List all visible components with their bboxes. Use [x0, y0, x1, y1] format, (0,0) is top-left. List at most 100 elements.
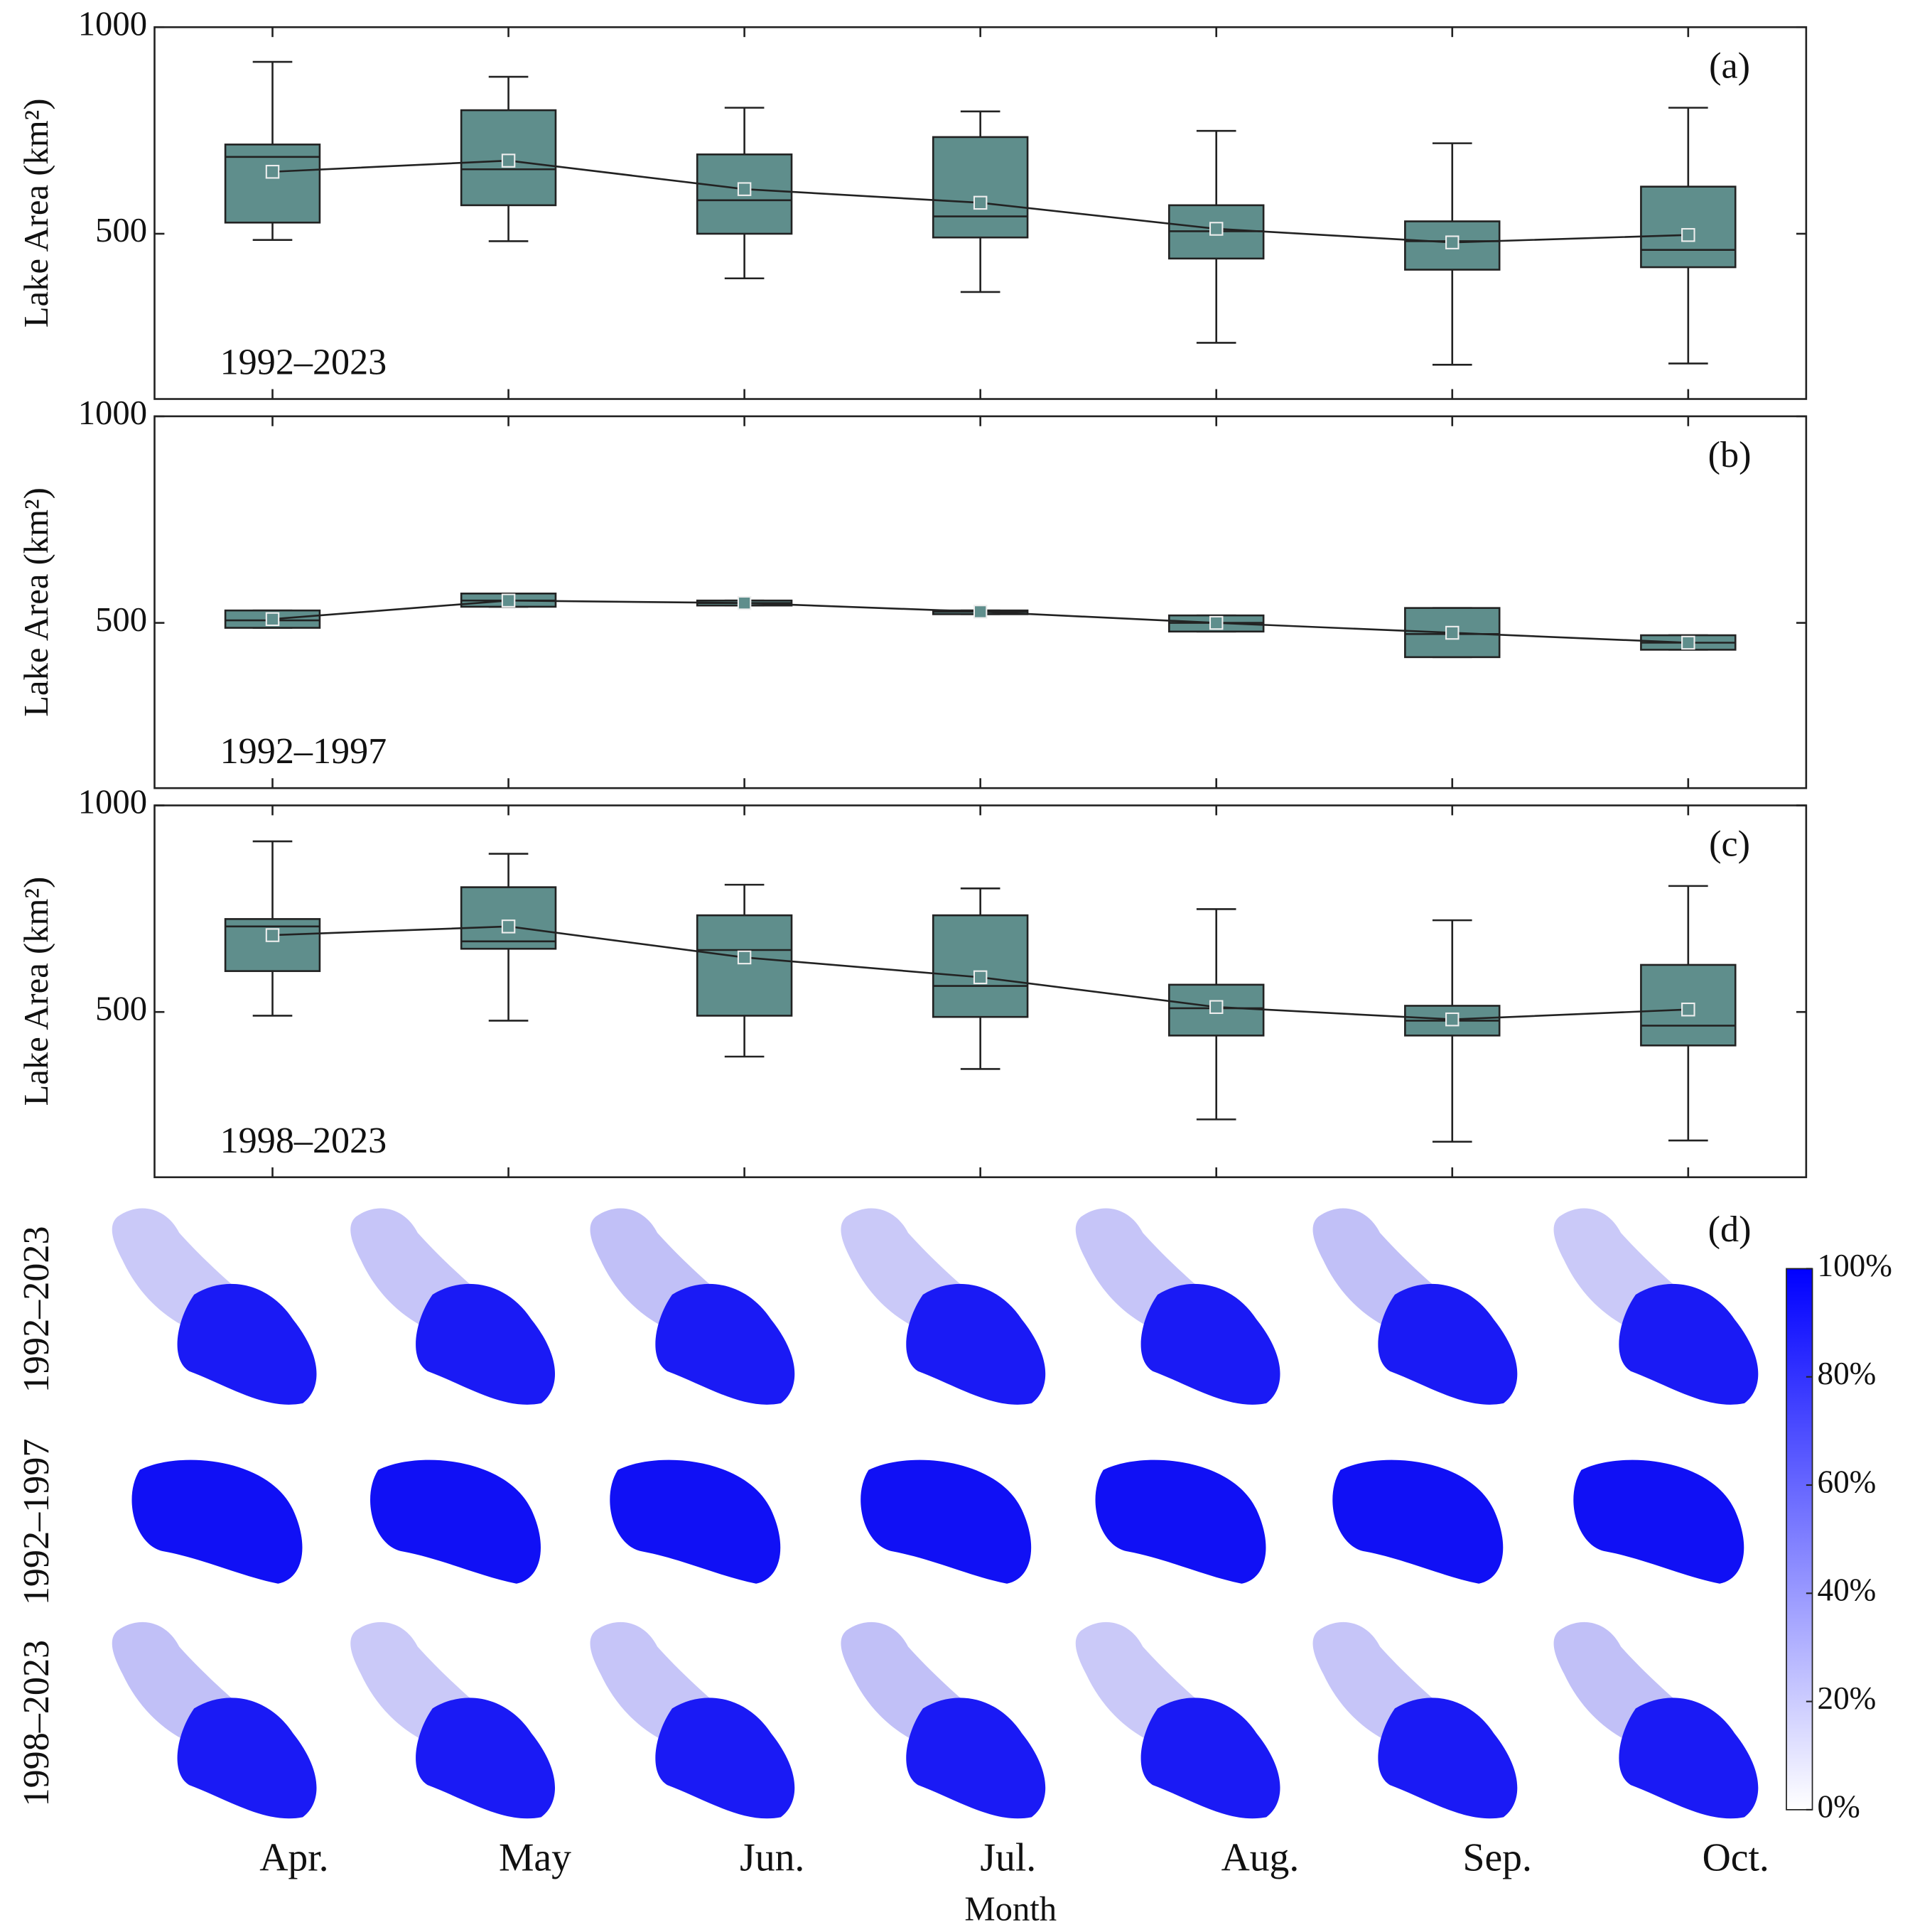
colorbar-tick-label: 40%: [1817, 1572, 1876, 1608]
box: [1640, 185, 1737, 269]
colorbar-tick-label: 20%: [1817, 1680, 1876, 1716]
box: [932, 136, 1029, 239]
box: [460, 886, 557, 950]
mean-marker: [265, 928, 280, 942]
plot-frame: [153, 415, 1808, 789]
lake-map: [861, 1459, 1032, 1584]
panel-label: (a): [1709, 45, 1750, 86]
lake-shape: [416, 1698, 556, 1819]
lake-shape: [1332, 1459, 1504, 1584]
y-axis-label: Lake Area (km²): [17, 99, 55, 328]
y-tick-label: 1000: [78, 783, 147, 821]
y-tick-label: 500: [95, 211, 147, 249]
lake-shape: [610, 1459, 781, 1584]
lake-map: [1553, 1208, 1759, 1405]
mean-marker: [1445, 1012, 1460, 1027]
x-tick-label: Oct.: [1703, 1836, 1769, 1880]
lake-map: [1573, 1459, 1744, 1584]
x-tick-label: Jul.: [980, 1836, 1036, 1880]
lake-map: [1553, 1621, 1759, 1819]
box: [932, 914, 1029, 1018]
lake-shape: [655, 1283, 795, 1405]
lake-map: [112, 1208, 317, 1405]
colorbar-tick-label: 60%: [1817, 1464, 1876, 1499]
row-label: 1998–2023: [16, 1640, 57, 1807]
box: [1404, 607, 1501, 659]
mean-marker: [265, 612, 280, 627]
lake-shape: [906, 1698, 1046, 1819]
x-tick-label: Apr.: [259, 1836, 328, 1880]
lake-shape: [1573, 1459, 1744, 1584]
mean-marker: [1209, 222, 1224, 236]
mean-marker: [1445, 625, 1460, 640]
lake-shape: [1140, 1283, 1280, 1405]
mean-marker: [1681, 1002, 1695, 1017]
y-tick-label: 500: [95, 989, 147, 1027]
mean-marker: [265, 165, 280, 179]
lake-map: [590, 1621, 795, 1819]
mean-marker: [973, 605, 988, 619]
lake-shape: [370, 1459, 541, 1584]
lake-map: [350, 1208, 556, 1405]
lake-map: [1312, 1208, 1518, 1405]
panel-label: (d): [1708, 1209, 1752, 1250]
lake-map: [350, 1621, 556, 1819]
lake-shape: [131, 1459, 303, 1584]
colorbar-tick-label: 80%: [1817, 1356, 1876, 1391]
mean-marker: [973, 970, 988, 985]
y-tick-label: 500: [95, 600, 147, 639]
mean-marker: [501, 593, 516, 608]
mean-marker: [973, 195, 988, 210]
lake-shape: [1619, 1283, 1759, 1405]
lake-shape: [861, 1459, 1032, 1584]
lake-shape: [655, 1698, 795, 1819]
box: [224, 918, 321, 972]
lake-map: [1312, 1621, 1518, 1819]
mean-marker: [1681, 635, 1695, 650]
lake-map: [112, 1621, 317, 1819]
lake-shape: [1378, 1283, 1518, 1405]
lake-shape: [1619, 1698, 1759, 1819]
mean-marker: [1209, 1000, 1224, 1014]
lake-map: [1095, 1459, 1266, 1584]
lake-shape: [1140, 1698, 1280, 1819]
mean-marker: [737, 950, 752, 965]
colorbar: [1786, 1268, 1813, 1810]
lake-shape: [906, 1283, 1046, 1405]
lake-shape: [1095, 1459, 1266, 1584]
colorbar-tick-label: 0%: [1817, 1788, 1860, 1824]
lake-shape: [177, 1698, 317, 1819]
y-axis-label: Lake Area (km²): [17, 877, 55, 1106]
lake-map: [1332, 1459, 1504, 1584]
x-tick-label: Aug.: [1221, 1836, 1300, 1880]
box: [1167, 983, 1265, 1037]
x-axis-label: Month: [964, 1889, 1057, 1928]
period-annotation: 1992–2023: [220, 342, 387, 383]
mean-marker: [501, 919, 516, 934]
mean-marker: [737, 182, 752, 196]
period-annotation: 1992–1997: [220, 731, 387, 772]
x-tick-label: Jun.: [740, 1836, 804, 1880]
mean-marker: [1209, 615, 1224, 630]
panel-label: (b): [1708, 435, 1752, 475]
x-tick-label: May: [499, 1836, 571, 1880]
lake-map: [1075, 1621, 1280, 1819]
lake-map: [370, 1459, 541, 1584]
period-annotation: 1998–2023: [220, 1121, 387, 1161]
lake-shape: [177, 1283, 317, 1405]
y-axis-label: Lake Area (km²): [17, 487, 55, 717]
box: [460, 109, 557, 207]
lake-map: [590, 1208, 795, 1405]
box: [696, 914, 793, 1017]
y-tick-label: 1000: [78, 394, 147, 432]
lake-map: [841, 1208, 1046, 1405]
lake-shape: [1378, 1698, 1518, 1819]
panel-label: (c): [1709, 824, 1750, 865]
x-tick-label: Sep.: [1463, 1836, 1532, 1880]
y-tick-label: 1000: [78, 4, 147, 43]
mean-marker: [1681, 227, 1695, 242]
row-label: 1992–2023: [16, 1226, 57, 1393]
lake-map: [131, 1459, 303, 1584]
lake-map: [841, 1621, 1046, 1819]
